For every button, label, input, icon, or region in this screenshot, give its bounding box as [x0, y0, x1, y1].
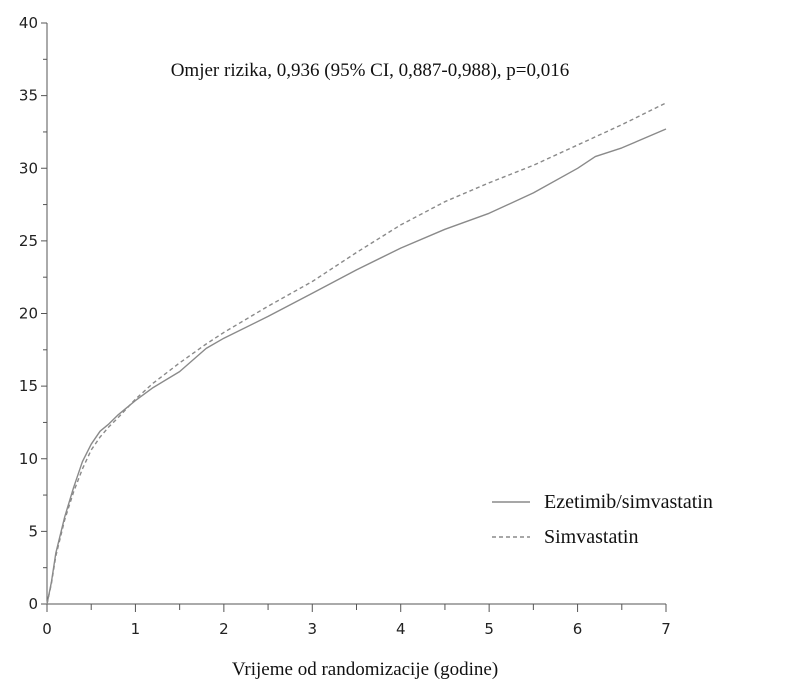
- series-layer: [46, 102, 667, 605]
- legend-label: Ezetimib/simvastatin: [544, 491, 713, 513]
- y-tick-label: 5: [28, 522, 38, 540]
- series-line-ezetimib-simvastatin: [46, 128, 667, 605]
- legend: Ezetimib/simvastatin Simvastatin: [492, 491, 713, 548]
- x-tick-label: 7: [661, 620, 671, 638]
- y-tick-label: 10: [19, 450, 38, 468]
- x-axis-label: Vrijeme od randomizacije (godine): [232, 659, 498, 680]
- y-tick-label: 0: [28, 595, 38, 613]
- y-tick-label: 30: [19, 159, 38, 177]
- hazard-ratio-annotation: Omjer rizika, 0,936 (95% CI, 0,887-0,988…: [171, 60, 570, 81]
- y-tick-label: 20: [19, 305, 38, 323]
- x-tick-label: 3: [308, 620, 318, 638]
- x-tick-label: 5: [484, 620, 494, 638]
- x-tick-label: 2: [219, 620, 229, 638]
- y-tick-label: 35: [19, 87, 38, 105]
- y-tick-label: 25: [19, 232, 38, 250]
- y-tick-label: 40: [19, 14, 38, 32]
- series-line-simvastatin: [46, 102, 667, 605]
- x-tick-label: 4: [396, 620, 406, 638]
- legend-label: Simvastatin: [544, 526, 638, 548]
- x-tick-label: 0: [42, 620, 52, 638]
- axes: 0 5 10 15 20 25 30 35 40 0 1 2 3 4 5 6 7: [19, 14, 671, 638]
- y-tick-label: 15: [19, 377, 38, 395]
- x-tick-label: 6: [573, 620, 583, 638]
- x-tick-label: 1: [131, 620, 141, 638]
